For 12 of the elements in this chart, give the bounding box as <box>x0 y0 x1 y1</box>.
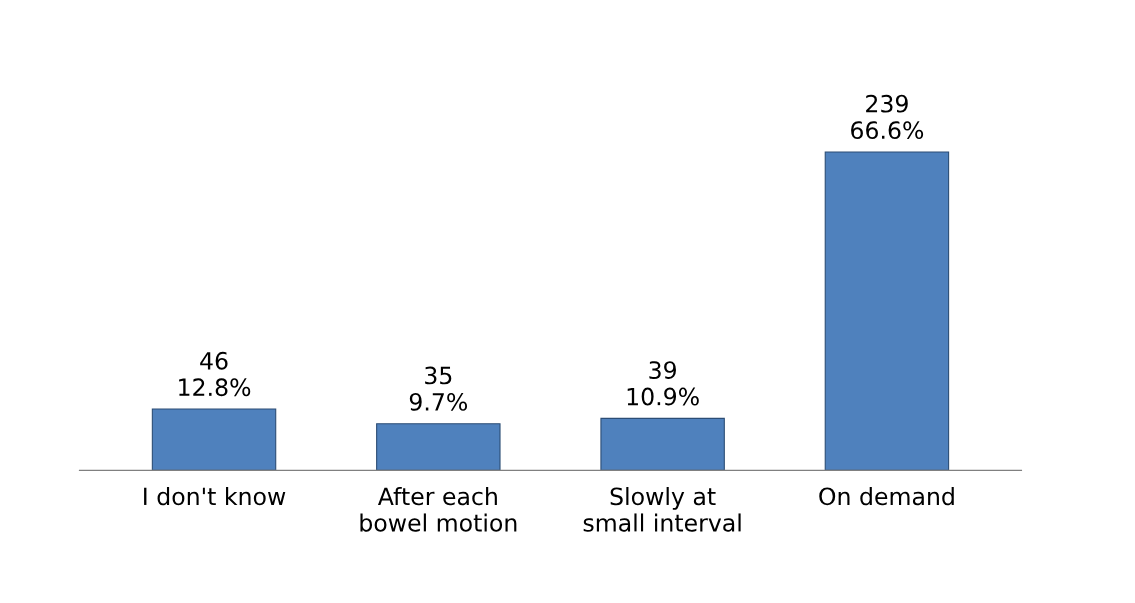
x-tick-label: I don't know <box>144 487 286 506</box>
bar <box>824 151 950 471</box>
data-label: 239 66.6% <box>851 94 924 140</box>
data-label: 46 12.8% <box>179 351 251 397</box>
x-tick-label: After each bowel motion <box>360 487 517 532</box>
x-tick-label: Slowly at small interval <box>583 487 741 532</box>
x-tick-label: On demand <box>819 487 954 506</box>
data-label: 39 10.9% <box>627 361 699 406</box>
bar <box>151 408 277 471</box>
data-label: 35 9.7% <box>409 366 468 411</box>
bar <box>376 423 501 471</box>
bar <box>600 417 725 471</box>
